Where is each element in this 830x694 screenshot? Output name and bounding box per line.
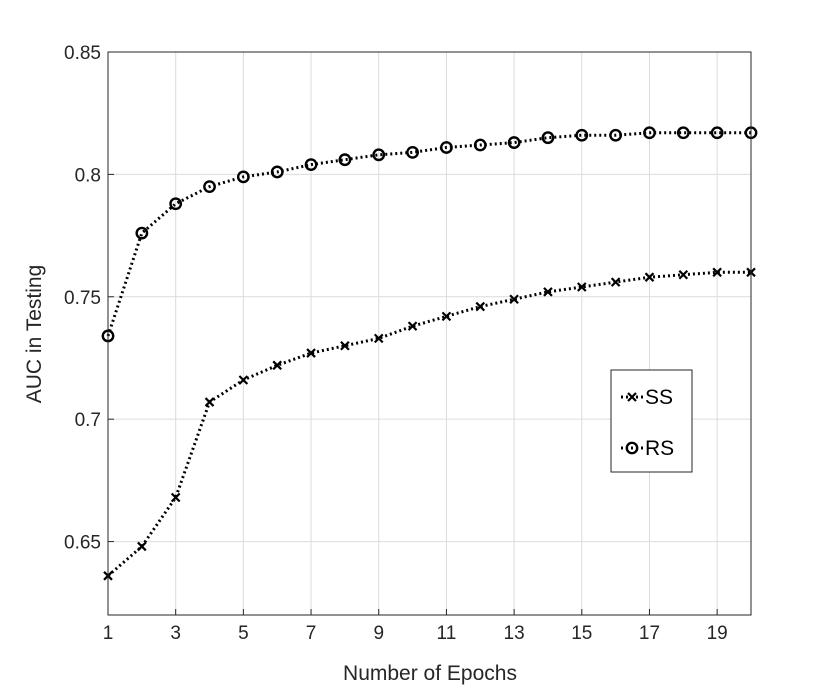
data-point-ss — [543, 287, 553, 297]
data-point-rs — [270, 165, 284, 179]
data-point-ss — [204, 397, 215, 407]
data-point-rs — [236, 170, 250, 184]
x-tick-label: 1 — [103, 623, 114, 644]
x-axis-label: Number of Epochs — [343, 662, 517, 685]
x-tick-label: 5 — [238, 623, 249, 644]
data-point-ss — [340, 340, 350, 351]
data-point-ss — [610, 277, 621, 287]
data-point-rs — [609, 128, 623, 142]
x-tick-label: 11 — [437, 623, 457, 644]
data-point-ss — [238, 375, 249, 385]
y-tick-label: 0.7 — [75, 410, 101, 431]
y-tick-label: 0.75 — [64, 288, 101, 309]
legend-rs-marker — [625, 441, 639, 455]
x-tick-label: 9 — [373, 623, 384, 644]
plot-background — [108, 52, 751, 615]
data-point-ss — [644, 272, 655, 282]
data-point-ss — [577, 282, 587, 292]
legend-ss-marker — [627, 392, 637, 402]
y-tick-label: 0.8 — [75, 165, 101, 186]
data-point-rs — [135, 226, 149, 240]
data-point-rs — [406, 145, 419, 159]
data-point-rs — [507, 136, 521, 149]
legend-ss-marker-glyph — [627, 392, 637, 402]
data-point-rs — [473, 138, 487, 152]
x-tick-label: 13 — [504, 623, 525, 644]
data-point-rs — [304, 158, 318, 172]
data-point-ss — [441, 311, 452, 322]
ticks: 1 3 5 7 9 11 13 15 17 190.650.70.750.80.85 — [64, 43, 728, 644]
legend-ss-label: SS — [645, 386, 673, 409]
data-point-rs — [643, 126, 656, 140]
legend-rs-marker-glyph — [625, 441, 639, 455]
data-point-rs — [575, 128, 589, 142]
data-point-ss — [475, 301, 486, 312]
x-tick-label: 3 — [170, 623, 181, 644]
data-point-rs — [541, 131, 555, 145]
data-point-rs — [440, 141, 453, 154]
data-point-rs — [338, 153, 352, 167]
data-point-rs — [372, 148, 386, 162]
data-point-ss — [306, 348, 316, 358]
data-point-ss — [712, 267, 722, 278]
data-point-rs — [710, 126, 724, 140]
data-point-rs — [169, 197, 183, 211]
series-line-ss — [107, 270, 751, 577]
data-point-ss — [678, 269, 689, 280]
data-point-ss — [137, 541, 147, 552]
y-tick-label: 0.85 — [64, 43, 101, 64]
x-tick-label: 15 — [571, 623, 592, 644]
legend: SS RS — [610, 369, 693, 473]
y-tick-label: 0.65 — [64, 533, 101, 554]
legend-rs-label: RS — [645, 437, 674, 460]
data-point-rs — [203, 180, 216, 194]
plot-frame — [107, 51, 752, 616]
data-point-ss — [272, 360, 282, 371]
x-tick-label: 17 — [639, 623, 660, 644]
y-axis-label: AUC in Testing — [23, 265, 46, 404]
x-tick-label: 19 — [707, 623, 728, 644]
data-point-ss — [509, 294, 519, 305]
legend-box — [610, 369, 693, 473]
data-point-ss — [373, 333, 384, 344]
data-point-rs — [676, 126, 690, 140]
x-tick-label: 7 — [306, 623, 317, 644]
data-point-ss — [170, 492, 181, 503]
data-point-ss — [407, 321, 418, 331]
